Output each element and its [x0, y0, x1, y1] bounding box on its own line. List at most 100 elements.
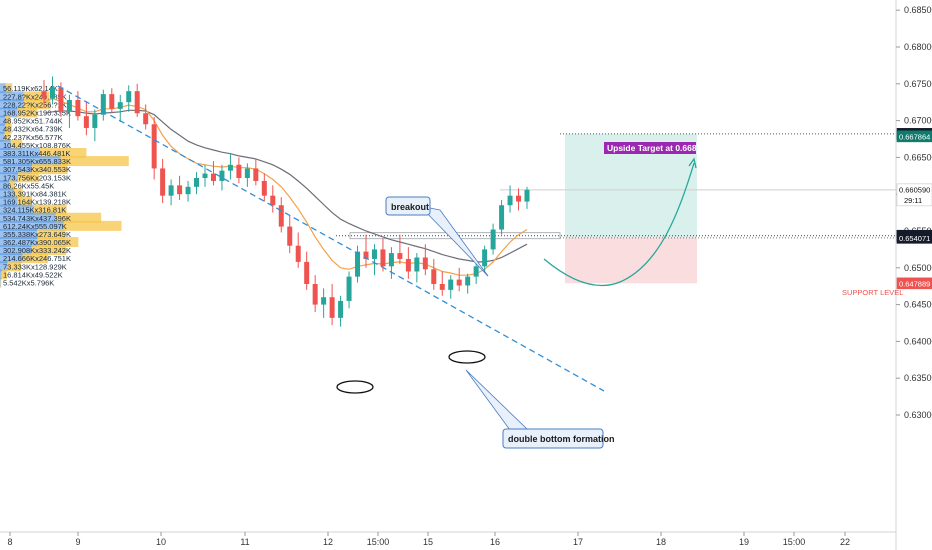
first-bottom-marker[interactable]	[336, 380, 374, 394]
volume-bar-sell	[0, 269, 2, 280]
volume-bar-buy	[36, 228, 66, 239]
time-tick-label: 9	[75, 537, 80, 547]
time-tick-label: 15:00	[783, 537, 806, 547]
plot-area[interactable]	[0, 0, 896, 532]
time-tick-label: 16	[490, 537, 500, 547]
annotations[interactable]	[57, 85, 697, 394]
double-bottom-callout[interactable]: double bottom formation	[465, 369, 614, 449]
volume-bar-buy	[60, 156, 129, 167]
price-badge	[896, 130, 932, 143]
candle-body	[321, 297, 327, 305]
volume-bar-sell	[0, 204, 34, 215]
candle-body	[499, 205, 505, 230]
price-tick-label: 0.665000	[904, 152, 932, 162]
upside-target-text: Upside Target at 0.6682	[607, 143, 702, 153]
candle-body	[253, 168, 259, 181]
volume-row-label: 612.24Kx555.097K	[3, 222, 67, 231]
candle-body	[151, 124, 157, 169]
volume-bar-buy	[39, 147, 87, 158]
volume-bar-buy	[32, 164, 68, 175]
volume-row-label: 324.115Kx316.81K	[3, 206, 66, 215]
price-tick-label: 0.640000	[904, 336, 932, 346]
volume-bar-buy	[4, 131, 11, 142]
volume-bar-sell	[0, 196, 18, 207]
candle-body	[490, 229, 496, 250]
volume-bar-sell	[0, 253, 23, 264]
volume-row-label: 104.455Kx108.876K	[3, 141, 71, 150]
slow-moving-average	[43, 109, 528, 263]
volume-bar-sell	[0, 245, 32, 256]
time-tick-label: 12	[323, 537, 333, 547]
volume-row-label: 355.338Kx273.649K	[3, 230, 71, 239]
candle-body	[219, 170, 225, 181]
candle-body	[117, 102, 123, 109]
candle-body	[329, 297, 335, 318]
candle-body	[355, 251, 361, 277]
candle-body	[482, 249, 488, 267]
volume-bar-buy	[5, 123, 12, 134]
breakout-box	[385, 196, 431, 216]
candle-body	[134, 91, 140, 114]
time-tick-label: 18	[656, 537, 666, 547]
candle-body	[287, 226, 293, 246]
candle-body	[210, 173, 216, 181]
candle-body	[405, 258, 411, 272]
breakout-callout[interactable]: breakout	[385, 196, 489, 277]
candle-body	[507, 195, 513, 206]
candle-body	[185, 186, 191, 195]
volume-bar-buy	[10, 139, 23, 150]
price-tick-label: 0.650000	[904, 263, 932, 273]
price-badges: 0.6682000.6678640.66059029:110.6543590.6…	[896, 128, 932, 290]
volume-bar-buy	[23, 91, 50, 102]
projected-path-arc[interactable]	[543, 162, 695, 287]
volume-row-label: 168.952Kx190.335K	[3, 109, 71, 118]
volume-bar-buy	[17, 196, 33, 207]
price-tick-label: 0.670000	[904, 116, 932, 126]
volume-bar-sell	[0, 147, 40, 158]
volume-bar-sell	[0, 99, 24, 110]
candle-body	[270, 195, 276, 206]
price-badge	[896, 277, 932, 290]
time-axis[interactable]: 8 9 10 11 12 15:00 15 16 17 18 19 15:00 22	[7, 532, 850, 547]
support-level-label: SUPPORT LEVEL	[842, 288, 903, 297]
volume-bar-sell	[0, 228, 37, 239]
candle-body	[456, 279, 462, 286]
candle-body	[143, 113, 149, 125]
price-badge-label: 0.660590	[899, 185, 930, 194]
volume-row-label: 227.8?Kx249.185K	[3, 92, 67, 101]
volume-bar-sell	[0, 237, 38, 248]
volume-bar-sell	[0, 115, 6, 126]
countdown-label: 29:11	[904, 196, 922, 205]
price-badge	[896, 232, 932, 244]
volume-bar-buy	[63, 220, 122, 231]
volume-row-label: 169.164Kx139.218K	[3, 198, 71, 207]
upside-target-label-bg	[604, 142, 696, 154]
candle-body	[177, 185, 183, 195]
time-tick-label: 8	[7, 537, 12, 547]
candle-body	[338, 300, 344, 318]
upside-target-label[interactable]: Upside Target at 0.6682	[604, 142, 702, 154]
volume-row-label: 534.743Kx437.396K	[3, 214, 71, 223]
volume-bar-buy	[5, 83, 13, 94]
second-bottom-marker[interactable]	[448, 350, 486, 364]
candle-body	[58, 87, 64, 112]
candle-body	[49, 87, 55, 99]
candle-body	[465, 276, 471, 286]
volume-row-label: 228.22?Kx256.?1K	[3, 100, 67, 109]
volume-bar-sell	[0, 277, 1, 288]
volume-bar-sell	[0, 131, 5, 142]
volume-bar-buy	[37, 237, 79, 248]
candle-body	[312, 283, 318, 305]
candle-body	[66, 99, 72, 112]
candle-body	[380, 249, 386, 267]
candle-body	[261, 180, 267, 196]
candle-body	[244, 168, 250, 179]
candle-body	[75, 99, 81, 117]
candle-body	[236, 164, 242, 179]
descending-trendline[interactable]	[57, 85, 605, 392]
candle-body	[227, 164, 233, 171]
price-axis[interactable]: 0.685000 0.680000 0.675000 0.670000 0.665000…	[896, 5, 932, 420]
volume-row-label: 383.311Kx446.481K	[3, 149, 70, 158]
candle-body	[109, 94, 115, 109]
